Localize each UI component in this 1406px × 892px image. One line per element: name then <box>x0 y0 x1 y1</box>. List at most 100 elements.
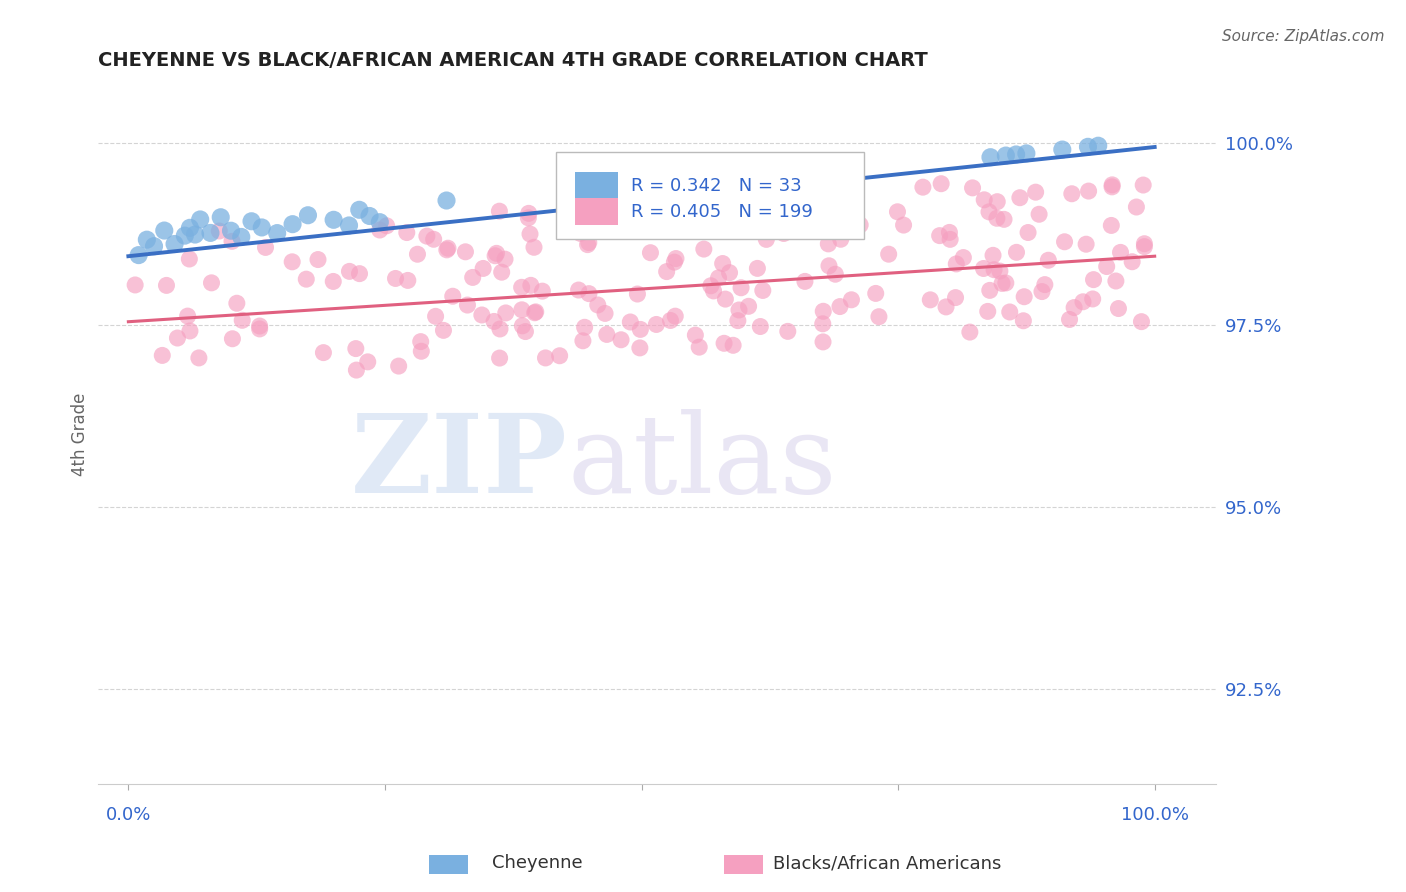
Point <box>1105 274 1128 288</box>
Point <box>344 342 367 356</box>
Point <box>1130 315 1153 329</box>
Point <box>665 252 688 266</box>
Point <box>986 194 1008 209</box>
Point <box>411 344 433 359</box>
Point <box>979 284 1001 298</box>
Point <box>200 276 222 290</box>
Point <box>920 293 942 307</box>
Point <box>755 232 778 246</box>
Point <box>998 305 1021 319</box>
Point <box>422 232 444 246</box>
Point <box>219 224 242 238</box>
Point <box>517 211 540 225</box>
Point <box>406 247 429 261</box>
Point <box>1038 253 1060 268</box>
Point <box>993 212 1015 227</box>
Point <box>1132 178 1154 192</box>
Point <box>979 150 1001 164</box>
Point <box>813 219 835 234</box>
Point <box>1012 290 1035 304</box>
Point <box>153 223 176 237</box>
Point <box>713 336 735 351</box>
Point <box>1081 292 1104 306</box>
Point <box>221 332 243 346</box>
Point <box>811 317 834 331</box>
Point <box>1077 140 1099 154</box>
Point <box>572 334 595 348</box>
Point <box>574 320 596 334</box>
Point <box>818 259 841 273</box>
Point <box>952 251 974 265</box>
Point <box>409 334 432 349</box>
Point <box>685 328 707 343</box>
Point <box>655 264 678 278</box>
Point <box>375 219 398 233</box>
Point <box>187 351 209 365</box>
Point <box>425 310 447 324</box>
Point <box>225 296 247 310</box>
Point <box>692 173 714 187</box>
Point <box>596 327 619 342</box>
Point <box>484 249 506 263</box>
Point <box>489 322 512 336</box>
Point <box>939 232 962 246</box>
Point <box>721 338 744 352</box>
Point <box>697 196 720 211</box>
Point <box>1109 245 1132 260</box>
Point <box>1074 237 1097 252</box>
Text: Blacks/African Americans: Blacks/African Americans <box>773 855 1001 872</box>
Text: Source: ZipAtlas.com: Source: ZipAtlas.com <box>1222 29 1385 44</box>
Point <box>461 270 484 285</box>
Point <box>576 237 599 252</box>
Point <box>865 286 887 301</box>
Point <box>841 293 863 307</box>
Point <box>368 223 391 237</box>
Point <box>929 177 952 191</box>
Point <box>1005 147 1028 161</box>
Point <box>520 278 543 293</box>
Point <box>209 211 232 225</box>
Point <box>1101 179 1123 194</box>
Point <box>179 252 201 266</box>
Point <box>166 331 188 345</box>
Point <box>1017 226 1039 240</box>
Point <box>664 255 686 269</box>
Point <box>322 275 344 289</box>
Point <box>1077 184 1099 198</box>
Point <box>312 345 335 359</box>
Point <box>973 261 995 276</box>
Point <box>737 299 759 313</box>
Point <box>824 267 846 281</box>
Point <box>471 308 494 322</box>
Text: R = 0.342   N = 33: R = 0.342 N = 33 <box>631 177 801 194</box>
Point <box>730 281 752 295</box>
Point <box>688 340 710 354</box>
Point <box>1099 219 1122 233</box>
Point <box>994 276 1017 290</box>
Point <box>200 226 222 240</box>
Point <box>830 232 852 246</box>
Point <box>886 204 908 219</box>
Point <box>578 235 600 250</box>
Point <box>586 298 609 312</box>
Text: CHEYENNE VS BLACK/AFRICAN AMERICAN 4TH GRADE CORRELATION CHART: CHEYENNE VS BLACK/AFRICAN AMERICAN 4TH G… <box>97 51 928 70</box>
Point <box>893 218 915 232</box>
Point <box>1087 138 1109 153</box>
Point <box>339 264 361 278</box>
Point <box>814 201 837 215</box>
Point <box>519 227 541 241</box>
Point <box>1025 185 1047 199</box>
Point <box>1008 191 1031 205</box>
Point <box>250 220 273 235</box>
Point <box>1059 312 1081 326</box>
Point <box>754 160 776 174</box>
FancyBboxPatch shape <box>575 172 617 199</box>
Point <box>240 214 263 228</box>
Point <box>700 278 723 293</box>
Point <box>664 309 686 323</box>
Point <box>728 303 751 318</box>
Point <box>349 267 371 281</box>
Point <box>977 304 1000 318</box>
Point <box>711 256 734 270</box>
Point <box>868 310 890 324</box>
